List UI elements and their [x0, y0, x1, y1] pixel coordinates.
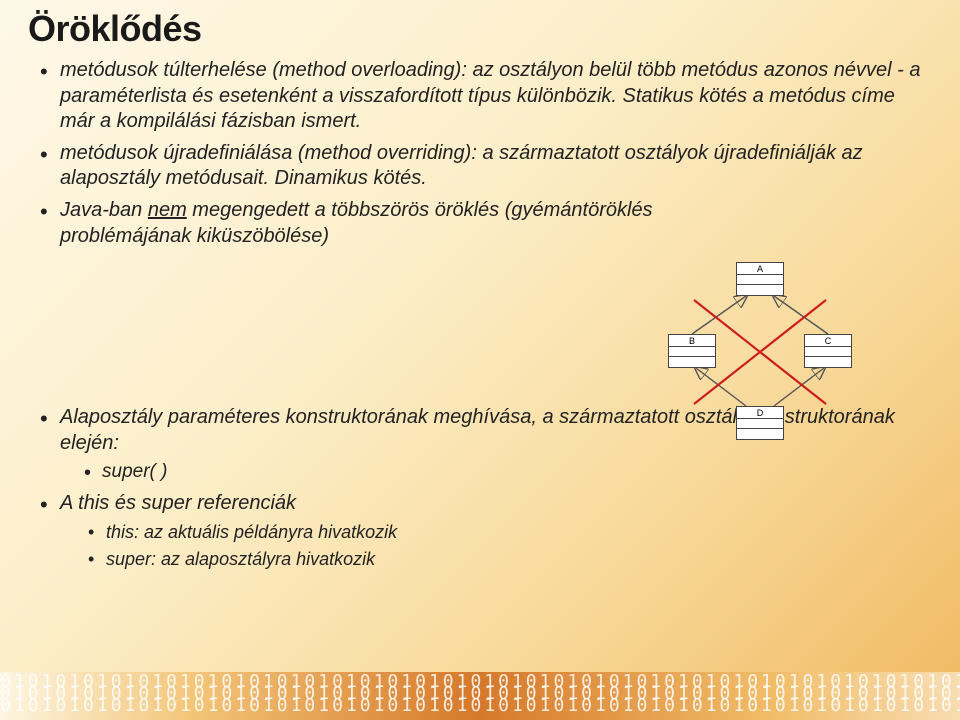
bullet-list: metódusok túlterhelése (method overloadi…: [28, 58, 932, 249]
uml-node-a: A: [736, 262, 784, 296]
diamond-diagram: A B C D: [650, 262, 870, 442]
uml-node-d: D: [736, 406, 784, 440]
uml-label-a: A: [737, 263, 783, 275]
bullet-diamond: Java-ban nem megengedett a többszörös ör…: [40, 198, 932, 249]
bullet-overriding: metódusok újradefiniálása (method overri…: [40, 141, 932, 192]
uml-label-c: C: [805, 335, 851, 347]
sub-super: super: az alaposztályra hivatkozik: [88, 548, 932, 571]
uml-node-b: B: [668, 334, 716, 368]
bullet-overloading: metódusok túlterhelése (method overloadi…: [40, 58, 932, 135]
sub-super-call: super( ): [84, 460, 932, 485]
decorative-dots: 0101010101010101010101010101010101010101…: [0, 672, 960, 720]
uml-label-d: D: [737, 407, 783, 419]
dots-row3: 0101010101010101010101010101010101010101…: [0, 695, 960, 716]
uml-label-b: B: [669, 335, 715, 347]
bullet-this-super: A this és super referenciák this: az akt…: [40, 491, 932, 571]
sub-this: this: az aktuális példányra hivatkozik: [88, 521, 932, 544]
text-underline-nem: nem: [148, 199, 187, 221]
slide-title: Öröklődés: [28, 8, 932, 50]
decorative-bottom-bar: 0101010101010101010101010101010101010101…: [0, 672, 960, 720]
text-prefix: Java-ban: [60, 199, 148, 221]
uml-node-c: C: [804, 334, 852, 368]
bullet5-text: A this és super referenciák: [60, 492, 296, 514]
